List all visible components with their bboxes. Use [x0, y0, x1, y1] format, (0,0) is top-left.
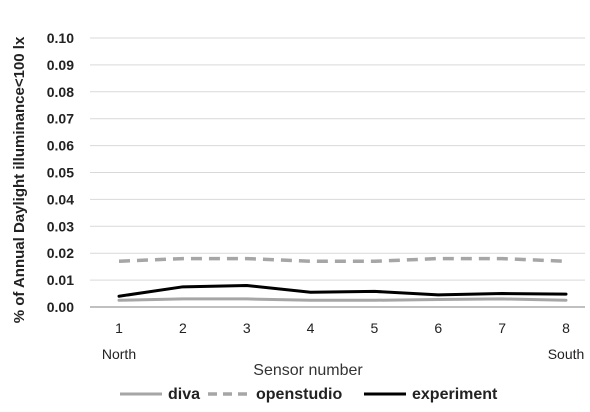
series-line-diva	[117, 297, 568, 302]
legend-label-openstudio: openstudio	[256, 386, 342, 403]
x-tick-label: 1	[115, 320, 123, 336]
y-tick-label: 0.04	[47, 191, 74, 207]
x-tick-label: 5	[371, 320, 379, 336]
x-tick-label: 6	[434, 320, 442, 336]
y-tick-label: 0.00	[47, 299, 74, 315]
y-tick-label: 0.01	[47, 272, 74, 288]
y-tick-labels: 0.00 0.01 0.02 0.03 0.04 0.05 0.06 0.07 0.08 0.09…	[47, 30, 74, 315]
gridlines	[90, 37, 585, 308]
x-sub-label-south: South	[548, 346, 585, 362]
series-line-experiment	[117, 283, 568, 298]
x-tick-label: 3	[243, 320, 251, 336]
y-tick-label: 0.09	[47, 57, 74, 73]
x-tick-label: 2	[179, 320, 187, 336]
x-sub-label-north: North	[102, 346, 136, 362]
legend-label-diva: diva	[168, 386, 200, 403]
y-tick-label: 0.05	[47, 165, 74, 181]
x-tick-label: 7	[498, 320, 506, 336]
legend-label-experiment: experiment	[412, 386, 498, 403]
x-tick-labels: 1 2 3 4 5 6 7 8	[115, 320, 570, 336]
series-line-openstudio	[118, 256, 567, 264]
y-tick-label: 0.06	[47, 138, 74, 154]
series-lines	[117, 256, 568, 302]
y-tick-label: 0.03	[47, 218, 74, 234]
y-tick-label: 0.07	[47, 111, 74, 127]
x-tick-label: 8	[562, 320, 570, 336]
x-axis-label: Sensor number	[253, 362, 363, 379]
y-tick-label: 0.10	[47, 30, 74, 46]
y-axis-label: % of Annual Daylight illuminance<100 lx	[11, 36, 28, 323]
y-tick-label: 0.08	[47, 84, 74, 100]
x-tick-label: 4	[307, 320, 315, 336]
y-tick-label: 0.02	[47, 245, 74, 261]
legend: diva openstudio experiment	[120, 386, 498, 403]
